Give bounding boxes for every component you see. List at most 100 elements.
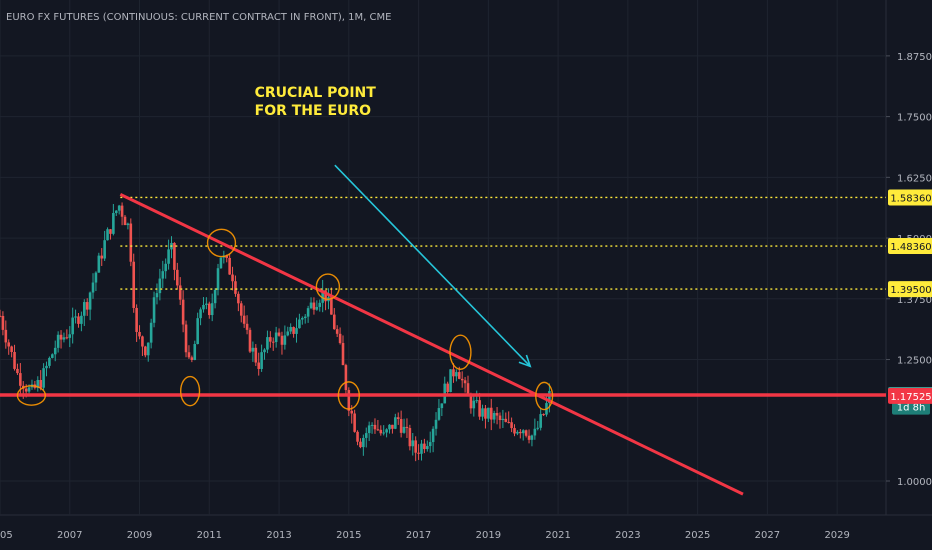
x-tick-label: 2019 xyxy=(476,530,501,541)
candle-body xyxy=(405,426,409,429)
highlight-circle xyxy=(337,381,360,410)
candle-body xyxy=(446,383,449,393)
candle-body xyxy=(321,290,324,303)
candle-body xyxy=(112,213,115,234)
candle-body xyxy=(74,316,77,318)
candle-body xyxy=(242,315,246,324)
candle-body xyxy=(298,319,301,329)
candle-body xyxy=(193,344,197,360)
candle-body xyxy=(408,428,412,447)
price-badge-label: 1.17525 xyxy=(890,392,931,403)
candle-body xyxy=(359,441,362,448)
candle-body xyxy=(80,315,83,324)
arrow-head xyxy=(518,354,532,368)
highlight-circle xyxy=(206,228,237,258)
price-axis-strip xyxy=(886,0,932,550)
candle-body xyxy=(53,347,57,355)
price-badge-label: 1.58360 xyxy=(890,193,931,204)
x-tick-label: 2011 xyxy=(197,530,222,541)
overlays: CRUCIAL POINT FOR THE EURO xyxy=(0,85,886,496)
candle-body xyxy=(251,347,255,352)
candle-body xyxy=(77,316,80,324)
candle-body xyxy=(88,292,92,310)
candle-body xyxy=(362,437,365,448)
annotation-text: FOR THE EURO xyxy=(255,103,372,119)
candle-body xyxy=(376,429,380,431)
candle-body xyxy=(237,293,240,304)
candle-body xyxy=(510,422,513,429)
x-tick-label: 2007 xyxy=(57,530,82,541)
candle-body xyxy=(245,323,249,330)
candle-body xyxy=(4,329,8,343)
y-tick-label: 1.37500 xyxy=(897,295,932,306)
candle-body xyxy=(202,304,205,310)
candle-body xyxy=(257,362,261,369)
candle-body xyxy=(399,419,403,433)
candle-body xyxy=(347,390,351,411)
x-tick-label: 05 xyxy=(0,530,13,541)
candle-body xyxy=(219,257,223,269)
candle-body xyxy=(24,388,28,392)
candle-body xyxy=(428,442,432,447)
candle-body xyxy=(289,327,292,332)
candle-body xyxy=(414,440,417,453)
x-tick-label: 2021 xyxy=(545,530,570,541)
candle-body xyxy=(280,335,284,345)
candle-body xyxy=(199,309,202,319)
candle-body xyxy=(51,354,54,358)
price-badge-label: 1.48360 xyxy=(890,242,931,253)
x-tick-label: 2015 xyxy=(336,530,361,541)
highlight-circle xyxy=(179,375,201,407)
candle-body xyxy=(498,415,502,421)
x-tick-label: 2017 xyxy=(406,530,431,541)
y-tick-label: 1.62500 xyxy=(897,173,932,184)
candle-body xyxy=(330,297,333,315)
candle-body xyxy=(10,346,13,352)
candle-body xyxy=(178,285,182,300)
candle-body xyxy=(513,428,516,434)
candle-body xyxy=(39,379,42,388)
highlight-circle xyxy=(449,334,472,370)
candle-body xyxy=(382,432,386,434)
candle-body xyxy=(286,331,290,336)
candle-body xyxy=(269,337,272,342)
candle-body xyxy=(426,446,429,450)
candle-body xyxy=(173,242,176,270)
candle-body xyxy=(129,223,133,262)
candle-body xyxy=(158,278,162,294)
candle-body xyxy=(335,329,339,334)
arrow-shaft xyxy=(334,164,531,367)
candle-body xyxy=(91,282,95,293)
candle-body xyxy=(266,337,269,350)
candle-body xyxy=(507,421,510,423)
candle-body xyxy=(254,347,258,363)
y-tick-label: 1.75000 xyxy=(897,113,932,124)
candle-body xyxy=(103,240,106,259)
candle-body xyxy=(295,328,298,334)
candle-body xyxy=(501,418,505,421)
candle-body xyxy=(521,430,525,434)
candle-body xyxy=(27,387,31,392)
highlight-circle xyxy=(315,273,341,300)
candle-body xyxy=(176,269,179,286)
candle-body xyxy=(228,257,231,275)
candle-body xyxy=(449,369,452,393)
x-tick-label: 2025 xyxy=(685,530,710,541)
candle-body xyxy=(13,351,16,369)
y-tick-label: 1.25000 xyxy=(897,356,932,367)
candle-body xyxy=(455,372,458,377)
candle-body xyxy=(187,352,191,358)
candle-body xyxy=(353,413,356,432)
candle-body xyxy=(120,205,124,217)
candle-body xyxy=(324,290,327,302)
candle-body xyxy=(106,229,109,241)
candle-body xyxy=(271,341,275,343)
candle-body xyxy=(306,308,310,317)
candle-body xyxy=(260,352,263,369)
candle-body xyxy=(42,368,45,388)
candle-body xyxy=(303,316,307,319)
candle-body xyxy=(82,302,86,316)
candle-body xyxy=(466,383,470,397)
candle-body xyxy=(114,210,118,214)
